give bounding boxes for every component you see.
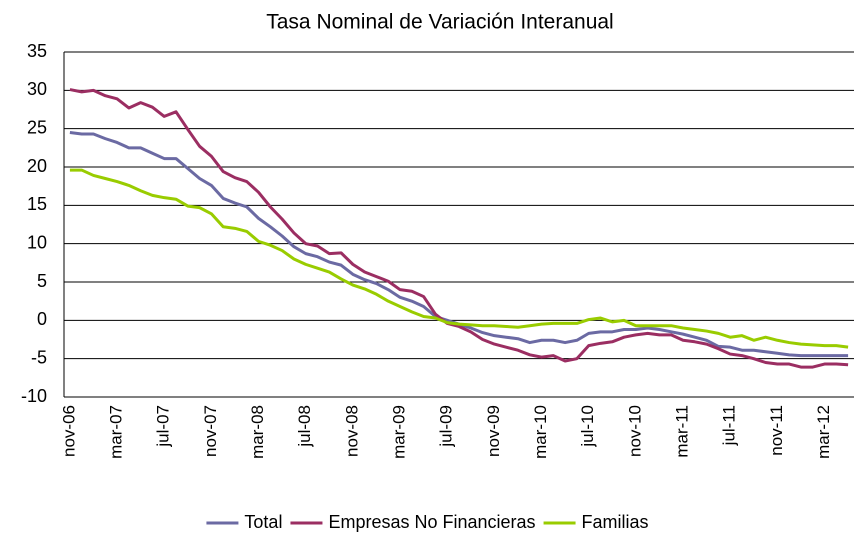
- y-tick-label: 5: [37, 271, 47, 291]
- y-tick-label: 15: [27, 194, 47, 214]
- x-tick-label: nov-10: [625, 405, 644, 457]
- x-tick-label: nov-09: [484, 405, 503, 457]
- x-tick-label: mar-10: [531, 405, 550, 459]
- y-tick-label: 25: [27, 117, 47, 137]
- y-tick-label: 10: [27, 232, 47, 252]
- series-line: [69, 88, 849, 369]
- legend-label: Familias: [582, 512, 649, 532]
- x-tick-label: nov-06: [59, 405, 78, 457]
- y-tick-label: 0: [37, 309, 47, 329]
- legend-label: Empresas No Financieras: [328, 512, 535, 532]
- x-tick-label: jul-08: [295, 405, 314, 448]
- x-tick-label: mar-08: [248, 405, 267, 459]
- y-tick-label: 20: [27, 156, 47, 176]
- x-tick-label: nov-07: [201, 405, 220, 457]
- series-line: [69, 168, 849, 349]
- y-tick-label: 35: [27, 41, 47, 61]
- x-tick-label: jul-09: [437, 405, 456, 448]
- y-tick-label: -10: [21, 386, 47, 406]
- x-tick-label: nov-11: [767, 405, 786, 456]
- chart-title: Tasa Nominal de Variación Interanual: [266, 11, 613, 34]
- x-tick-label: jul-11: [720, 405, 739, 446]
- x-tick-label: mar-11: [673, 405, 692, 458]
- legend-label: Total: [244, 512, 282, 532]
- legend: Total Empresas No Financieras Familias: [206, 512, 649, 532]
- x-tick-label: mar-12: [814, 405, 833, 459]
- x-tick-label: mar-07: [107, 405, 126, 459]
- y-tick-label: 30: [27, 79, 47, 99]
- x-tick-label: nov-08: [342, 405, 361, 457]
- x-tick-label: jul-07: [154, 405, 173, 448]
- x-tick-label: jul-10: [578, 405, 597, 448]
- x-tick-label: mar-09: [390, 405, 409, 459]
- y-tick-label: -5: [31, 347, 47, 367]
